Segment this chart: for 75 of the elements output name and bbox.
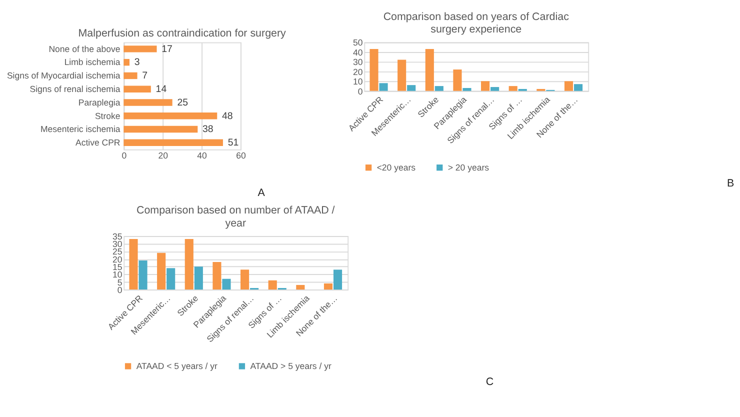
y-tick-label: Limb ischemia [64, 57, 120, 68]
legend-label: <20 years [376, 162, 416, 173]
data-label: 14 [156, 84, 168, 96]
bar [370, 49, 378, 91]
bar [124, 112, 218, 120]
data-label: 3 [134, 57, 140, 68]
bar [222, 278, 231, 290]
y-tick-label: 0 [358, 86, 363, 96]
y-tick-label: 30 [352, 57, 363, 68]
y-tick-label: Signs of Myocardial ischemia [6, 70, 120, 81]
bar [124, 126, 198, 133]
x-tick-label: 20 [158, 150, 168, 161]
bar [129, 239, 138, 290]
data-label: 48 [222, 110, 233, 122]
bar [124, 46, 157, 52]
y-tick-label: 20 [352, 66, 363, 77]
bar [184, 239, 194, 290]
chart-title: Malperfusion as contraindication for surgery [78, 27, 287, 40]
text: B [727, 177, 734, 190]
y-tick-label: 35 [112, 231, 122, 242]
chart-title: Comparison based on number of ATAAD / year [136, 204, 335, 230]
y-tick-label: 25 [112, 246, 122, 257]
y-tick-label: 15 [112, 262, 122, 272]
y-tick-label: Signs of renal ischemia [30, 84, 120, 94]
y-tick-label: 30 [112, 239, 122, 250]
y-tick-label: 50 [352, 38, 363, 48]
bar [212, 262, 222, 290]
bar [462, 88, 472, 91]
legend-label: ATAAD > 5 years / yr [250, 361, 332, 372]
x-tick-label: 40 [197, 150, 208, 161]
bar [124, 58, 130, 66]
bar [453, 70, 462, 91]
y-tick-label: None of the above [48, 44, 120, 54]
bar [157, 252, 166, 290]
data-label: 51 [228, 138, 239, 149]
y-tick-label: 0 [117, 284, 122, 295]
bar [434, 86, 444, 91]
data-label: 7 [142, 70, 148, 82]
y-tick-label: 10 [112, 270, 122, 280]
bar [481, 81, 490, 91]
bar [425, 49, 434, 91]
text: C [486, 376, 494, 388]
bar [124, 99, 172, 106]
bar [407, 85, 416, 91]
y-tick-label: 20 [112, 254, 122, 264]
bar [138, 260, 148, 290]
text: A [258, 187, 266, 200]
legend-label: > 20 years [448, 162, 490, 173]
bar [324, 283, 333, 290]
x-tick-label: 60 [236, 150, 246, 161]
y-tick-label: 10 [352, 76, 363, 87]
bar [296, 284, 305, 290]
bar [333, 270, 342, 290]
bar [268, 280, 277, 290]
bar [564, 81, 574, 91]
bar [490, 87, 500, 91]
y-tick-label: 40 [352, 47, 363, 58]
bar [379, 83, 388, 91]
y-tick-label: 5 [117, 277, 122, 288]
data-label: 38 [202, 124, 214, 136]
bar [194, 266, 203, 290]
bar [124, 72, 138, 80]
bar [508, 86, 518, 91]
data-label: 17 [162, 44, 172, 55]
chart-title: Comparison based on years of Cardiac surgery experience [383, 10, 570, 36]
y-tick-label: Mesenteric ischemia [40, 124, 120, 134]
legend-label: ATAAD < 5 years / yr [136, 361, 218, 372]
bar [166, 268, 176, 290]
bar [240, 270, 250, 290]
data-label: 25 [177, 97, 188, 108]
bar [124, 86, 151, 92]
bar [124, 139, 223, 146]
bar [398, 60, 406, 91]
y-tick-label: Active CPR [76, 138, 120, 148]
bar [574, 84, 583, 91]
